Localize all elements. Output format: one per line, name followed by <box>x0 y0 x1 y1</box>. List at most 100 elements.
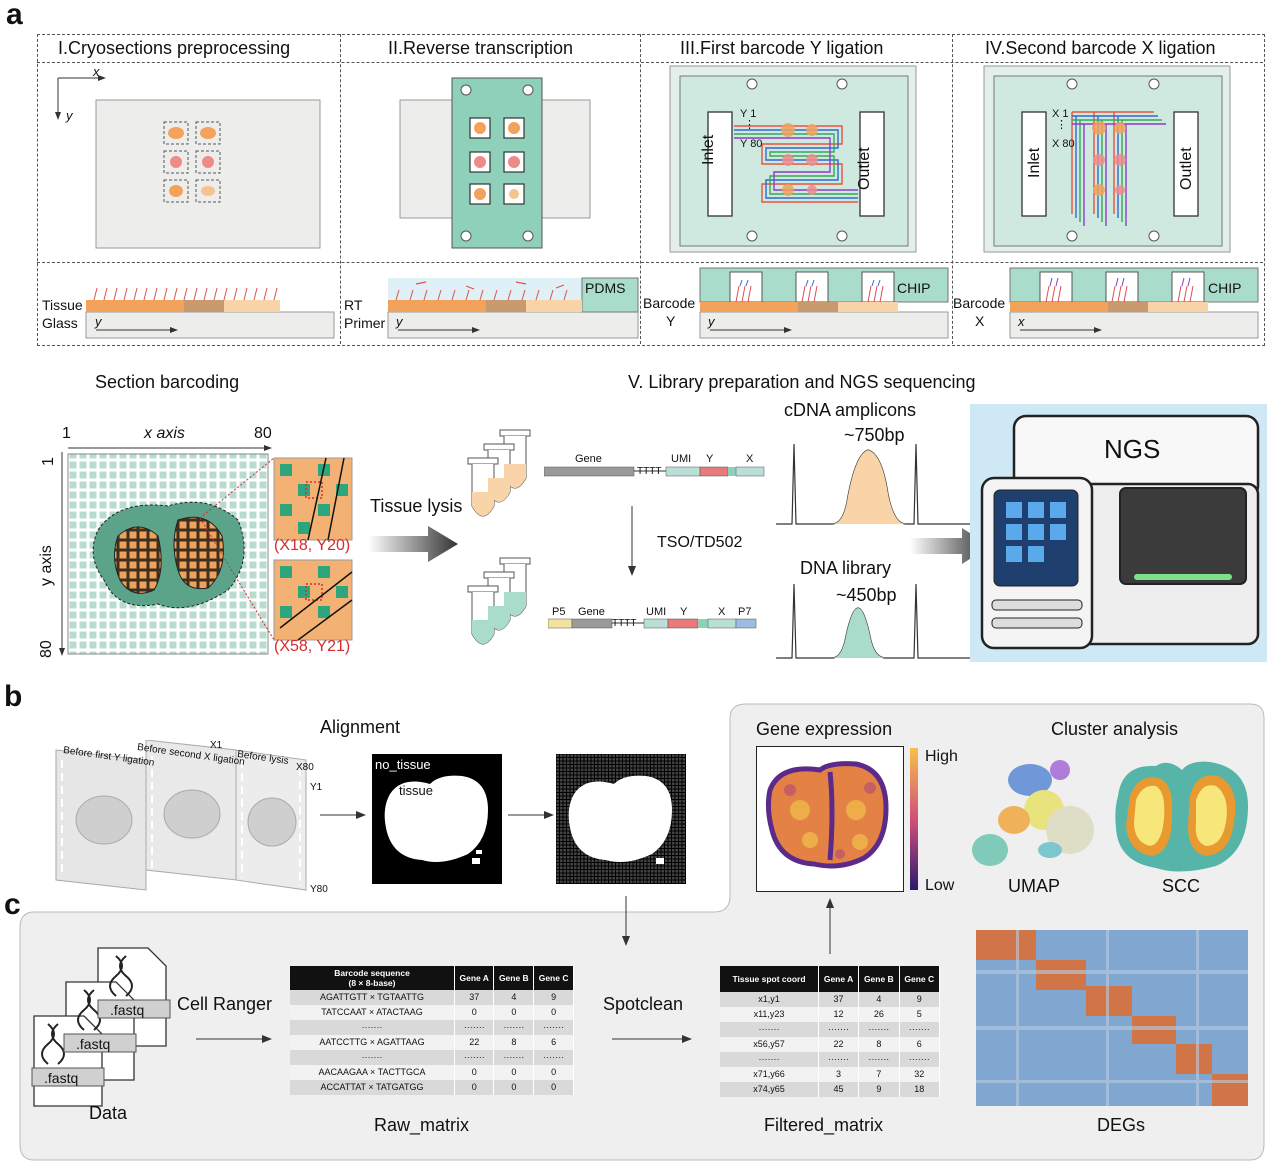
step-4-inlet: Inlet <box>1026 147 1043 178</box>
table-row: TATCCAAT × ATACTAAG 0 0 0 <box>290 1005 574 1020</box>
data-label: Data <box>89 1103 128 1123</box>
filtered_matrix-cell: 8 <box>858 1037 900 1052</box>
umap-plot <box>972 760 1094 866</box>
raw_matrix-cell: 0 <box>533 1080 574 1095</box>
raw_matrix-cell: 0 <box>454 1065 495 1080</box>
section-barcoding-title: Section barcoding <box>95 372 240 392</box>
table-row: AGATTGTT × TGTAATTG 37 4 9 <box>290 990 574 1005</box>
barcode-x-label: Barcode <box>953 295 1006 311</box>
align-y1: Y1 <box>310 782 323 793</box>
dna-bp-label: ~450bp <box>836 585 897 605</box>
step-2-title: II.Reverse transcription <box>388 38 574 58</box>
step-4-x80-label: X 80 <box>1052 138 1075 150</box>
step-4-title: IV.Second barcode X ligation <box>985 38 1216 58</box>
table-row: x1,y1 37 4 9 <box>720 992 941 1007</box>
tissue-label-mask: tissue <box>399 783 433 798</box>
step-1-x-label: x <box>93 64 100 79</box>
filtered_matrix-cell: ······· <box>858 1052 900 1067</box>
raw_matrix-cell: 0 <box>493 1080 535 1095</box>
step-3-y1-label: Y 1 <box>740 108 757 120</box>
filtered_matrix-cell: 37 <box>818 992 860 1007</box>
barcode-x-letter: X <box>975 313 985 329</box>
filtered_matrix-cell: ······· <box>899 1022 941 1037</box>
raw_matrix-cell: 6 <box>533 1035 574 1050</box>
raw_matrix-cell: ACCATTAT × TATGATGG <box>290 1080 455 1095</box>
filtered_matrix-cell: x11,y23 <box>720 1007 819 1022</box>
expression-map <box>765 761 889 869</box>
no-tissue-label: no_tissue <box>375 757 431 772</box>
cdna-bp-label: ~750bp <box>844 425 905 445</box>
down-arrow <box>622 896 630 946</box>
section-barcoding-grid <box>59 445 353 656</box>
raw_matrix-cell: 0 <box>454 1005 495 1020</box>
step-2-side-view <box>387 277 639 339</box>
raw_matrix-cell: 0 <box>493 1065 535 1080</box>
step-3-chip-diagram <box>669 65 917 253</box>
raw-matrix-table: Barcode sequence (8 × 8-base) Gene A Gen… <box>290 966 574 1095</box>
ngs-machine <box>980 414 1260 650</box>
raw-matrix-label: Raw_matrix <box>374 1115 470 1135</box>
step-4-side-view <box>1009 267 1259 339</box>
step-4-outlet: Outlet <box>1178 147 1195 190</box>
umap-label: UMAP <box>1008 876 1061 896</box>
lib-umi: UMI <box>646 606 667 618</box>
step-4-side-x: x <box>1018 314 1025 329</box>
degs-label: DEGs <box>1097 1115 1146 1135</box>
fastq-label-1: .fastq <box>110 1002 145 1018</box>
step-1-side-view <box>85 287 335 339</box>
raw_matrix-cell: 0 <box>533 1065 574 1080</box>
primer-label: Primer <box>344 315 386 331</box>
raw_matrix-cell: ······· <box>533 1050 574 1065</box>
step-divider-1 <box>340 34 341 344</box>
filtered_matrix-cell: ······· <box>720 1052 819 1067</box>
x-axis-label: x axis <box>144 425 185 442</box>
lib-p7: P7 <box>738 606 752 618</box>
step-header-divider <box>37 62 1263 63</box>
filtered_matrix-cell: 6 <box>899 1037 941 1052</box>
tissue-mask <box>384 775 488 864</box>
cellranger-label: Cell Ranger <box>177 994 273 1014</box>
lib-p5: P5 <box>552 606 566 618</box>
rt-label: RT <box>344 297 363 313</box>
step-3-dots: ⋮ <box>744 119 755 131</box>
raw_matrix-cell: AACAAGAA × TACTTGCA <box>290 1065 455 1080</box>
raw_matrix-cell: 0 <box>533 1005 574 1020</box>
step-2-side-y: y <box>396 314 403 329</box>
filtered_matrix-cell: 9 <box>899 992 941 1007</box>
lib-x: X <box>718 606 726 618</box>
up-arrow <box>826 898 834 954</box>
cdna-amplicons-label: cDNA amplicons <box>784 400 917 420</box>
filtered_matrix-cell: x71,y66 <box>720 1067 819 1082</box>
raw_matrix-cell: 9 <box>533 990 574 1005</box>
raw_matrix-cell: ······· <box>454 1020 495 1035</box>
chip-label-4: CHIP <box>1208 280 1242 296</box>
step-3-outlet: Outlet <box>856 147 873 190</box>
coord-label-1: (X18, Y20) <box>274 537 351 554</box>
filtered_matrix-cell: ······· <box>899 1052 941 1067</box>
cdna-gene: Gene <box>575 453 602 465</box>
filtered_matrix-cell: ······· <box>818 1022 860 1037</box>
step-4-x1-label: X 1 <box>1052 108 1069 120</box>
table-row: AATCCTTG × AGATTAAG 22 8 6 <box>290 1035 574 1050</box>
raw_matrix-cell: AATCCTTG × AGATTAAG <box>290 1035 455 1050</box>
gridded-mask <box>556 754 686 884</box>
raw_matrix-cell: ······· <box>493 1020 535 1035</box>
step-1-title: I.Cryosections preprocessing <box>58 38 291 58</box>
filtered_matrix-cell: x56,y57 <box>720 1037 819 1052</box>
filtered-matrix-table: Tissue spot coord Gene A Gene B Gene C x… <box>720 966 941 1097</box>
raw-header-gene-a: Gene A <box>454 966 495 990</box>
fastq-files <box>31 947 171 1107</box>
filtered_matrix-cell: x1,y1 <box>720 992 819 1007</box>
filtered_matrix-cell: ······· <box>720 1022 819 1037</box>
barcode-y-letter: Y <box>666 313 676 329</box>
filt-header-gene-b: Gene B <box>858 966 900 992</box>
filtered_matrix-cell: 32 <box>899 1067 941 1082</box>
pdms-label: PDMS <box>585 280 626 296</box>
filtered_matrix-cell: 26 <box>858 1007 900 1022</box>
cdna-construct <box>544 466 765 477</box>
filtered_matrix-cell: 7 <box>858 1067 900 1082</box>
step-3-inlet: Inlet <box>700 134 717 165</box>
x-axis-start: 1 <box>62 425 71 442</box>
glass-label: Glass <box>42 315 78 331</box>
align-arrow-1 <box>320 811 366 819</box>
